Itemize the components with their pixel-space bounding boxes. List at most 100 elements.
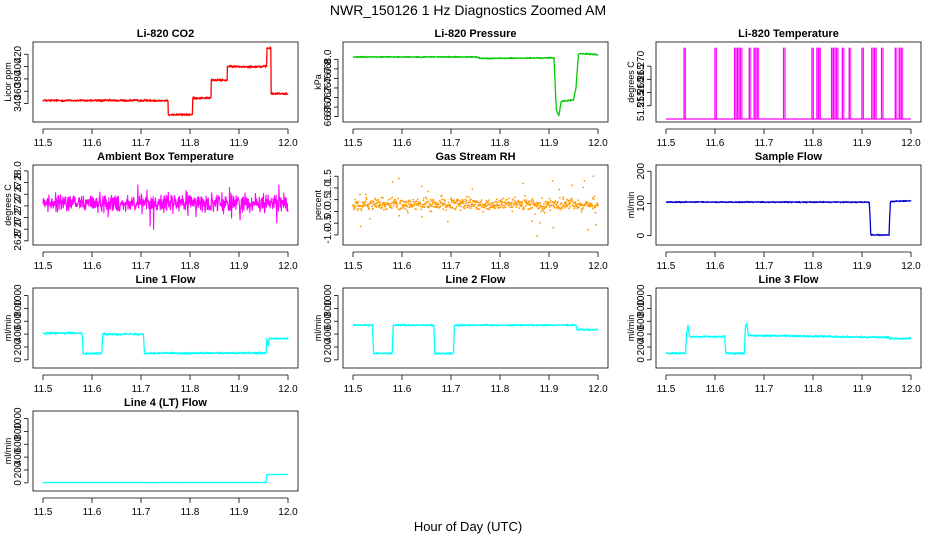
data-point: [562, 196, 564, 199]
data-point: [428, 200, 430, 203]
x-tick-label: 11.9: [230, 261, 249, 272]
data-point: [368, 207, 370, 209]
data-point: [549, 199, 552, 202]
y-tick-label: 27.2: [13, 207, 24, 227]
data-point: [523, 208, 526, 211]
y-tick-label: 600: [13, 312, 24, 329]
data-point: [444, 204, 447, 207]
x-tick-label: 11.9: [230, 384, 249, 395]
series-line: [352, 323, 599, 355]
data-point: [504, 202, 507, 204]
data-point: [364, 200, 367, 203]
data-point: [559, 208, 562, 211]
data-point: [389, 206, 391, 209]
data-point: [434, 201, 436, 204]
data-point: [377, 198, 380, 201]
data-point: [447, 201, 450, 204]
data-point: [442, 208, 445, 211]
panel-5: Sample Flow 11.5 11.6 11.7 11.8 11.9 12.0 0 100 2…: [626, 151, 922, 272]
y-tick-label: 800: [13, 423, 24, 440]
x-tick-label: 11.7: [442, 138, 461, 149]
data-point: [404, 208, 407, 211]
data-point: [566, 205, 569, 208]
y-tick-label: 67.4: [323, 78, 334, 98]
data-point: [532, 200, 535, 203]
data-point: [382, 208, 385, 211]
series-9: [42, 473, 289, 484]
panel-7: Line 2 Flow 11.5 11.6 11.7 11.8 11.9 12.0 0 2004…: [313, 274, 609, 395]
x-axis: 11.5 11.6 11.7 11.8 11.9 12.0: [657, 251, 921, 272]
y-tick-label: 420: [13, 45, 24, 62]
data-point: [444, 199, 446, 202]
data-point: [454, 207, 457, 210]
data-point: [510, 206, 513, 209]
data-point: [506, 202, 509, 205]
data-point: [469, 207, 472, 210]
data-point: [593, 195, 596, 198]
data-point: [439, 200, 441, 203]
data-point: [533, 204, 536, 207]
x-tick-label: 11.6: [393, 261, 412, 272]
data-point: [530, 200, 533, 203]
data-point: [432, 199, 435, 202]
data-point: [565, 203, 568, 206]
data-point: [527, 201, 529, 204]
data-point: [365, 196, 368, 199]
y-tick-label: 0.0: [323, 204, 334, 218]
data-point: [436, 206, 439, 209]
y-tick-label: 200: [636, 162, 647, 179]
data-point: [416, 198, 419, 201]
data-point: [502, 197, 505, 200]
data-point: [567, 200, 570, 203]
data-point: [522, 182, 524, 185]
data-point: [398, 214, 401, 217]
data-point: [496, 198, 498, 201]
data-point: [487, 202, 490, 205]
x-tick-label: 11.9: [853, 138, 872, 149]
data-point: [423, 206, 426, 209]
data-point: [581, 203, 584, 206]
data-point: [552, 201, 554, 204]
data-point: [537, 204, 540, 207]
data-point: [435, 201, 438, 204]
data-point: [480, 200, 482, 203]
data-point: [578, 206, 580, 208]
data-point: [473, 201, 476, 204]
x-tick-label: 11.6: [706, 138, 725, 149]
data-point: [575, 203, 578, 206]
data-point: [548, 197, 551, 200]
data-point: [556, 202, 558, 205]
data-point: [446, 206, 448, 208]
y-tick-label: 400: [636, 325, 647, 342]
x-tick-label: 11.8: [181, 384, 200, 395]
data-point: [436, 205, 439, 208]
y-tick-label: 600: [13, 435, 24, 452]
plot-frame: [342, 287, 609, 369]
y-axis: 0 100 200 ml/min: [626, 162, 652, 238]
data-point: [531, 206, 534, 209]
data-point: [399, 202, 402, 205]
series-line: [665, 322, 912, 356]
y-axis-label: ml/min: [3, 315, 13, 342]
y-tick-label: 360: [13, 82, 24, 99]
data-point: [477, 208, 480, 210]
data-point: [527, 208, 530, 210]
data-point: [505, 198, 508, 201]
data-point: [449, 203, 451, 206]
x-tick-label: 11.5: [344, 261, 363, 272]
data-point: [360, 207, 362, 210]
data-point: [373, 201, 375, 204]
data-point: [402, 207, 405, 210]
x-tick-label: 11.7: [132, 138, 151, 149]
data-point: [539, 222, 541, 224]
data-point: [543, 211, 546, 214]
data-point: [514, 200, 517, 203]
series-4: [352, 175, 599, 237]
data-point: [402, 200, 405, 203]
panel-title: Line 4 (LT) Flow: [124, 397, 207, 409]
data-point: [408, 199, 411, 202]
y-tick-label: -0.5: [323, 214, 334, 232]
data-point: [378, 200, 380, 203]
data-point: [390, 202, 392, 205]
